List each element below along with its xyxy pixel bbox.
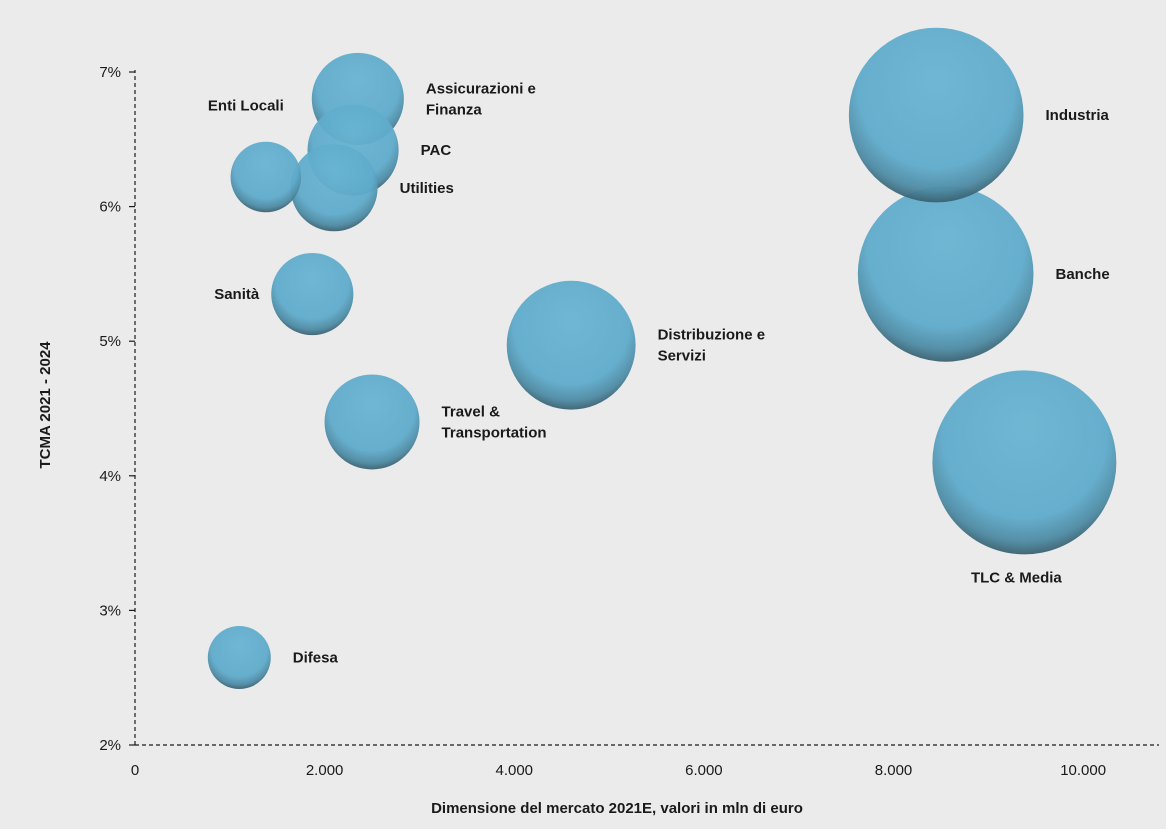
x-tick-label: 2.000 — [306, 762, 344, 779]
y-axis-title: TCMA 2021 - 2024 — [37, 341, 54, 469]
bubble-label: Travel & Transportation — [442, 403, 547, 441]
bubble — [506, 280, 636, 410]
x-tick-label: 6.000 — [685, 762, 723, 779]
y-tick-label: 2% — [99, 737, 121, 754]
bubble-label: TLC & Media — [971, 569, 1062, 586]
bubbles — [207, 27, 1117, 690]
bubble-label: Utilities — [400, 180, 454, 197]
bubble-label: Assicurazioni e Finanza — [426, 80, 536, 118]
bubble-label: Industria — [1046, 107, 1110, 124]
bubble — [290, 144, 378, 232]
x-tick-label: 8.000 — [875, 762, 913, 779]
x-tick-label: 0 — [131, 762, 139, 779]
x-axis-title: Dimensione del mercato 2021E, valori in … — [431, 800, 803, 817]
bubble-label: PAC — [421, 142, 452, 159]
y-tick-label: 7% — [99, 64, 121, 81]
x-tick-label: 4.000 — [495, 762, 533, 779]
y-tick-label: 3% — [99, 602, 121, 619]
bubble — [932, 370, 1117, 555]
bubble-label: Enti Locali — [208, 98, 284, 115]
bubble-label: Distribuzione e Servizi — [658, 327, 766, 365]
x-tick-label: 10.000 — [1060, 762, 1106, 779]
bubble — [848, 27, 1024, 203]
bubble-label: Sanità — [214, 286, 260, 303]
axes: 2% 3% 4% 5% 6% 7% 0 2.000 4.000 6.000 8.000 10.000 — [99, 64, 1159, 779]
y-tick-label: 5% — [99, 333, 121, 350]
bubble-label: Banche — [1056, 266, 1110, 283]
bubble-labels: Assicurazioni e Finanza Enti Locali PAC Util… — [208, 80, 1110, 666]
bubble — [271, 253, 354, 336]
bubble — [230, 141, 302, 213]
bubble — [324, 374, 420, 470]
bubble — [207, 626, 271, 690]
y-tick-label: 6% — [99, 199, 121, 216]
y-tick-label: 4% — [99, 468, 121, 485]
bubble — [857, 186, 1034, 362]
bubble-label: Difesa — [293, 650, 339, 667]
